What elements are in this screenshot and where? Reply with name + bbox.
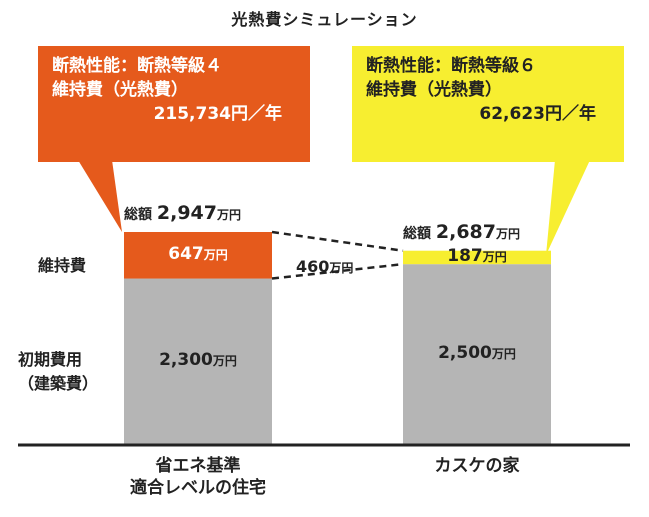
callout-standard-maintenance-label: 維持費（光熱費）	[52, 80, 188, 100]
bar-total-label-0: 総額 2,947万円	[124, 202, 241, 224]
callout-kasuke-insulation: 断熱性能：断熱等級６	[366, 56, 536, 76]
row-label-maintenance: 維持費	[38, 256, 87, 275]
bar-value-label-maintenance-1: 187万円	[447, 246, 507, 267]
row-label-initial-line1: 初期費用	[18, 350, 83, 369]
difference-label: 460万円	[296, 257, 353, 276]
difference-value: 460	[296, 257, 330, 276]
difference-connector-top	[271, 230, 404, 252]
bar-segment-initial-1	[403, 264, 551, 444]
callout-standard-annual-cost: 215,734円／年	[153, 104, 282, 124]
x-category-label-1: カスケの家	[434, 456, 520, 476]
callout-kasuke-annual-cost: 62,623円／年	[479, 104, 596, 124]
difference-unit: 万円	[329, 261, 354, 275]
callout-standard-insulation: 断熱性能：断熱等級４	[52, 56, 222, 76]
bar-value-label-maintenance-0: 647万円	[168, 244, 228, 265]
callout-standard-tail	[78, 160, 122, 232]
bar-segment-initial-0	[124, 278, 272, 444]
callout-kasuke-maintenance-label: 維持費（光熱費）	[366, 80, 502, 100]
callout-kasuke-tail	[546, 160, 590, 255]
bar-segment-maintenance-0	[124, 232, 272, 279]
callout-kasuke-house: 断熱性能：断熱等級６ 維持費（光熱費） 62,623円／年	[352, 46, 624, 162]
bar-value-label-initial-0: 2,300万円	[159, 350, 237, 371]
row-label-initial-line2: （建築費）	[18, 374, 99, 393]
row-label-initial-cost: 初期費用 （建築費）	[18, 348, 98, 396]
difference-connector-bottom	[271, 262, 404, 280]
chart-title: 光熱費シミュレーション	[231, 10, 418, 29]
bar-value-label-initial-1: 2,500万円	[438, 343, 516, 364]
callout-standard-house: 断熱性能：断熱等級４ 維持費（光熱費） 215,734円／年	[38, 46, 310, 162]
bar-total-label-1: 総額 2,687万円	[403, 220, 520, 243]
x-category-label-0: 省エネ基準 適合レベルの住宅	[130, 456, 266, 498]
bar-segment-maintenance-1	[403, 250, 551, 265]
